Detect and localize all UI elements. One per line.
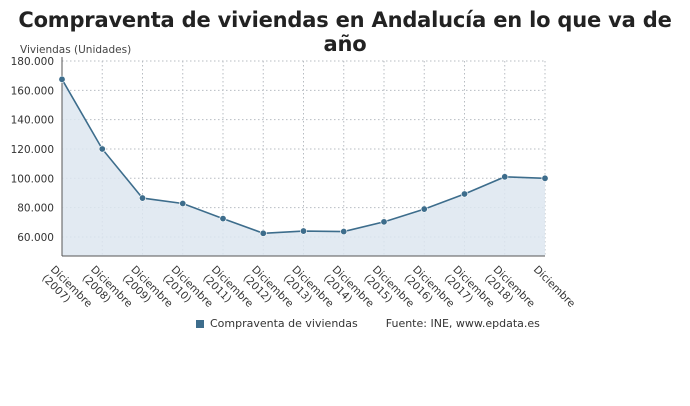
data-point: [139, 194, 147, 202]
x-tick-label: Diciembre(2013): [281, 264, 336, 319]
y-axis-label: Viviendas (Unidades): [20, 44, 132, 56]
x-tick-label: Diciembre(2007): [39, 264, 94, 319]
data-point: [219, 215, 227, 223]
x-tick-label: Diciembre(2015): [361, 264, 416, 319]
data-point: [541, 174, 549, 182]
y-tick-labels: 60.000 80.000 100.000 120.000 140.000 160.000…: [11, 56, 54, 244]
y-tick-label: 120.000: [11, 144, 54, 156]
legend-series-label: Compraventa de viviendas: [210, 317, 358, 330]
data-point: [501, 173, 509, 181]
x-tick-label: Diciembre(2008): [80, 264, 135, 319]
legend: Compraventa de viviendas Fuente: INE, ww…: [196, 317, 540, 330]
y-tick-label: 100.000: [11, 173, 54, 185]
x-tick-label: Diciembre(2011): [200, 264, 255, 319]
source-note: Fuente: INE, www.epdata.es: [385, 317, 540, 330]
y-tick-label: 60.000: [17, 232, 54, 244]
y-tick-label: 180.000: [11, 56, 54, 68]
data-point: [380, 218, 388, 226]
x-tick-labels: Diciembre(2007) Diciembre(2008) Diciembre(…: [39, 264, 577, 319]
legend-swatch: [196, 319, 204, 328]
x-tick-label: Diciembre(2018): [482, 264, 537, 319]
data-point: [259, 229, 267, 237]
data-point: [179, 200, 187, 208]
data-point: [299, 227, 307, 235]
chart-title: Compraventa de viviendas en Andalucía en…: [18, 8, 672, 56]
data-point: [420, 205, 428, 213]
x-tick-label: Diciembre: [531, 264, 577, 310]
y-tick-label: 140.000: [11, 115, 54, 127]
x-tick-label: Diciembre(2009): [120, 264, 175, 319]
data-point: [58, 75, 66, 83]
data-point: [340, 228, 348, 236]
x-tick-label: Diciembre(2017): [442, 264, 497, 319]
data-point: [98, 145, 106, 153]
data-point: [460, 190, 468, 198]
x-tick-label: Diciembre(2012): [241, 264, 296, 319]
data-points: [58, 75, 549, 237]
x-tick-label: Diciembre(2010): [160, 264, 215, 319]
y-tick-label: 160.000: [11, 85, 54, 97]
y-tick-label: 80.000: [17, 203, 54, 215]
x-tick-label: Diciembre(2014): [321, 264, 376, 319]
x-tick-label: Diciembre(2016): [402, 264, 457, 319]
